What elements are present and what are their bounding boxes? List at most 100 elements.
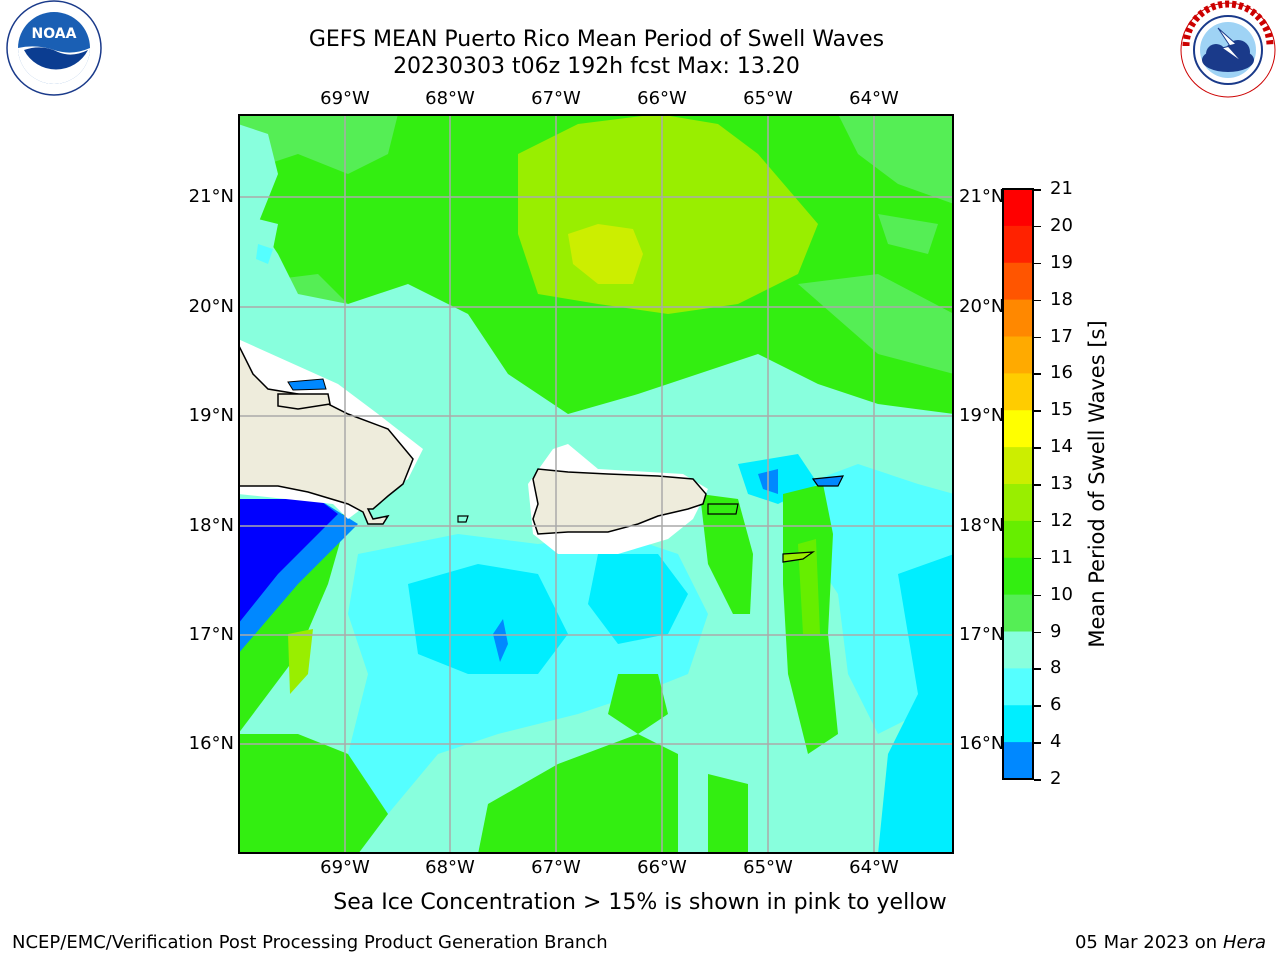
colorbar-tick-mark [1034,631,1041,633]
nws-logo-icon [1178,0,1278,100]
colorbar-tick-label: 20 [1050,214,1073,236]
colorbar-cell [1003,631,1033,669]
footer-host: Hera [1222,932,1266,953]
colorbar-tick-label: 6 [1050,694,1062,716]
colorbar-cell [1003,299,1033,337]
colorbar-cell [1003,225,1033,264]
colorbar-tick-label: 8 [1050,657,1062,679]
tortuga-land [277,393,331,410]
svg-text:NOAA: NOAA [32,26,77,42]
colorbar-tick-mark [1034,373,1041,375]
lon-label-top: 65°W [743,88,793,109]
st-croix-island [782,551,816,563]
swell-field-cyan [588,554,688,644]
lon-label-top: 67°W [531,88,581,109]
swell-field-cyan [878,554,954,854]
swell-field-green-12 [798,539,820,634]
colorbar-cell [1003,594,1033,632]
map-gridlines [238,114,954,854]
lon-label-top: 64°W [849,88,899,109]
lon-label-bottom: 68°W [425,857,475,878]
vieques-island [707,503,739,515]
colorbar-tick-label: 19 [1050,251,1073,273]
swell-field-yellow-green [288,629,313,694]
colorbar-tick-label: 16 [1050,362,1073,384]
lon-label-bottom: 66°W [637,857,687,878]
colorbar-tick-mark [1034,447,1041,449]
lon-label-bottom: 67°W [531,857,581,878]
colorbar-cell [1003,742,1033,780]
noaa-logo-icon: NOAA [2,0,102,100]
colorbar-tick-label: 12 [1050,509,1073,531]
colorbar-tick-label: 14 [1050,436,1073,458]
swell-field-light-green [838,114,954,204]
map-panel [238,114,954,854]
lat-label-right: 16°N [959,733,1005,754]
colorbar-tick-mark [1034,410,1041,412]
colorbar-cell [1003,557,1033,596]
sea-ice-caption: Sea Ice Concentration > 15% is shown in … [333,890,947,915]
footer-date: 05 Mar 2023 on Hera [1075,932,1266,953]
map-frame [238,114,954,854]
lat-label-right: 17°N [959,624,1005,645]
lat-label-right: 19°N [959,405,1005,426]
colorbar-tick-mark [1034,336,1041,338]
footer-date-text: 05 Mar 2023 on [1074,932,1218,953]
lat-label-right: 20°N [959,296,1005,317]
colorbar-cell [1003,447,1033,485]
chart-title: GEFS MEAN Puerto Rico Mean Period of Swe… [308,27,885,52]
swell-period-map [238,114,954,854]
lon-label-bottom: 64°W [849,857,899,878]
swell-field-green [608,674,668,734]
colorbar-tick-mark [1034,262,1041,265]
swell-field-light-green [878,214,938,254]
swell-field-light-green [238,114,398,174]
chart-subtitle: 20230303 t06z 192h fcst Max: 13.20 [393,54,800,79]
lon-label-top: 69°W [320,88,370,109]
colorbar-tick-label: 17 [1050,325,1073,347]
colorbar-cell [1003,668,1033,706]
swell-field-green [708,774,748,854]
lat-label-left: 17°N [188,624,234,645]
colorbar-cell [1003,336,1033,374]
lat-label-left: 18°N [188,515,234,536]
swell-field-cyan-light [256,244,273,264]
colorbar-tick-label: 2 [1050,768,1062,789]
colorbar-tick-label: 4 [1050,731,1062,753]
lon-label-bottom: 69°W [320,857,370,878]
colorbar-cell [1003,262,1033,301]
colorbar-tick-mark [1034,594,1041,597]
virgin-islands [811,475,845,487]
lon-label-top: 66°W [637,88,687,109]
lat-label-right: 21°N [959,186,1005,207]
lat-label-right: 18°N [959,515,1005,536]
colorbar-tick-label: 13 [1050,473,1073,494]
colorbar-tick-mark [1034,299,1041,302]
colorbar-ticks: 21 20 19 18 17 16 15 14 13 12 11 10 9 8 6 4 2 [1034,178,1094,789]
colorbar-tick-label: 21 [1050,178,1073,199]
lon-label-top: 68°W [425,88,475,109]
swell-field-dark-blue [238,499,338,624]
colorbar-cell [1003,484,1033,522]
colorbar-tick-label: 10 [1050,583,1073,605]
swell-field-light-green [798,274,954,374]
footer-branch: NCEP/EMC/Verification Post Processing Pr… [12,932,608,953]
swell-field-green [478,734,678,854]
colorbar-tick-label: 9 [1050,620,1062,642]
turks-islands [287,378,327,391]
colorbar-tick-mark [1034,189,1041,191]
swell-field-blue [493,619,508,662]
colorbar-tick-mark [1034,484,1041,486]
lat-label-left: 19°N [188,405,234,426]
colorbar-tick-mark [1034,668,1041,670]
colorbar-tick-mark [1034,225,1041,228]
colorbar-tick-label: 18 [1050,288,1073,310]
colorbar-tick-mark [1034,557,1041,560]
colorbar-tick-label: 15 [1050,399,1073,421]
lon-label-bottom: 65°W [743,857,793,878]
colorbar-cell [1003,410,1033,448]
swell-field-green [700,494,753,614]
lat-label-left: 21°N [188,186,234,207]
swell-field-yellow [568,224,643,284]
mona-island [457,515,469,523]
